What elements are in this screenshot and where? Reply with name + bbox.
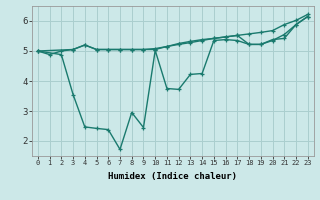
X-axis label: Humidex (Indice chaleur): Humidex (Indice chaleur) <box>108 172 237 181</box>
